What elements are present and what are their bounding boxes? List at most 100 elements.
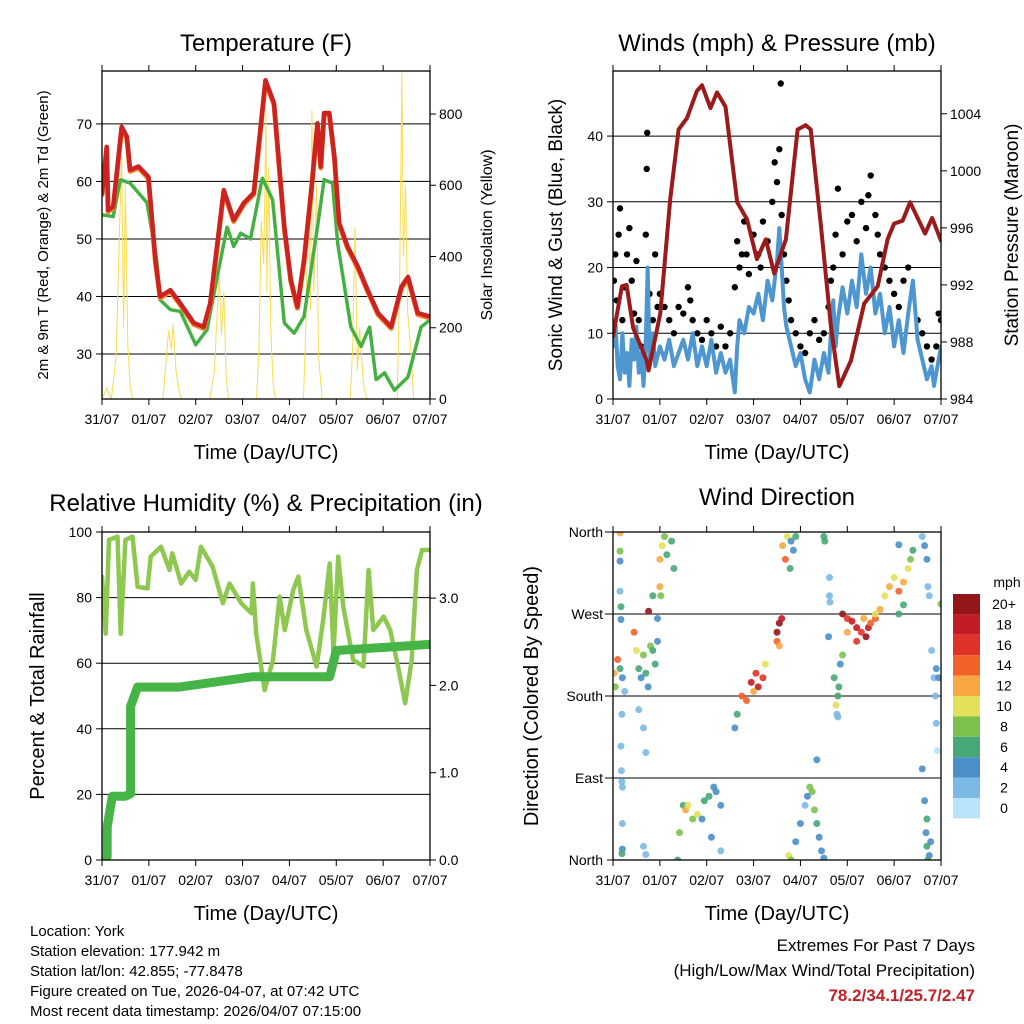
direction-point bbox=[922, 829, 930, 837]
direction-point bbox=[731, 724, 739, 732]
colorbar-label: 14 bbox=[996, 657, 1012, 673]
direction-point bbox=[813, 756, 821, 764]
x-tick-label: 31/07 bbox=[595, 411, 630, 427]
gust-point bbox=[890, 290, 898, 298]
direction-point bbox=[923, 815, 931, 823]
y-tick-label: 20 bbox=[76, 786, 92, 802]
direction-point bbox=[639, 651, 647, 659]
direction-point bbox=[775, 642, 783, 650]
colorbar-label: 4 bbox=[1000, 759, 1008, 775]
y-right-tick-label: 1004 bbox=[950, 106, 981, 122]
gust-point bbox=[651, 251, 659, 258]
direction-point bbox=[616, 532, 624, 537]
y-right-tick-label: 2.0 bbox=[439, 677, 459, 693]
y-right-tick-label: 984 bbox=[950, 391, 974, 407]
direction-point bbox=[630, 628, 638, 636]
direction-point bbox=[918, 765, 926, 773]
direction-point bbox=[657, 592, 665, 600]
direction-point bbox=[773, 628, 781, 636]
y-tick-label: South bbox=[566, 688, 603, 704]
x-tick-label: 03/07 bbox=[225, 872, 260, 888]
direction-point bbox=[825, 633, 833, 641]
x-tick-label: 06/07 bbox=[366, 872, 401, 888]
y-tick-label: 50 bbox=[76, 231, 92, 247]
colorbar-swatch bbox=[953, 757, 980, 778]
colorbar-label: 20+ bbox=[992, 596, 1016, 612]
gust-point bbox=[858, 198, 865, 206]
y-right-tick-label: 200 bbox=[439, 320, 463, 336]
direction-point bbox=[778, 615, 786, 623]
plot-area bbox=[613, 532, 941, 860]
gust-point bbox=[703, 316, 710, 324]
x-tick-label: 06/07 bbox=[366, 411, 401, 427]
colorbar-label: 12 bbox=[996, 678, 1012, 694]
direction-point bbox=[925, 592, 933, 600]
y-tick-label: 40 bbox=[76, 721, 92, 737]
direction-point bbox=[654, 637, 662, 645]
gust-point bbox=[733, 238, 741, 245]
direction-point bbox=[935, 674, 941, 682]
direction-point bbox=[810, 806, 818, 814]
direction-point bbox=[932, 665, 940, 673]
direction-point bbox=[904, 564, 912, 572]
direction-point bbox=[618, 820, 626, 828]
direction-point bbox=[738, 692, 746, 700]
gust-point bbox=[689, 316, 696, 324]
y-axis-label: Sonic Wind & Gust (Blue, Black) bbox=[546, 99, 567, 371]
direction-point bbox=[717, 847, 725, 855]
direction-point bbox=[642, 669, 650, 677]
direction-point bbox=[796, 820, 804, 828]
x-tick-label: 01/07 bbox=[131, 411, 166, 427]
direction-point bbox=[832, 701, 840, 709]
direction-point bbox=[674, 856, 682, 860]
direction-point bbox=[733, 710, 741, 718]
y-right-tick-label: 1.0 bbox=[439, 765, 459, 781]
direction-point bbox=[684, 801, 692, 809]
direction-point bbox=[676, 829, 684, 837]
y-tick-label: 70 bbox=[76, 116, 92, 132]
x-tick-label: 03/07 bbox=[225, 411, 260, 427]
direction-point bbox=[639, 724, 647, 732]
direction-point bbox=[921, 797, 929, 805]
solar-insolation-line bbox=[102, 72, 430, 399]
direction-point bbox=[890, 574, 898, 582]
gust-point bbox=[787, 316, 795, 324]
elevation-text: Station elevation: 177.942 m bbox=[30, 943, 221, 960]
direction-point bbox=[918, 533, 926, 541]
gust-point bbox=[757, 264, 764, 271]
gust-point bbox=[806, 330, 813, 337]
direction-point bbox=[717, 801, 725, 809]
direction-point bbox=[616, 557, 624, 565]
direction-point bbox=[618, 710, 626, 718]
latlon-text: Station lat/lon: 42.855; -77.8478 bbox=[30, 963, 243, 980]
gust-point bbox=[649, 316, 657, 324]
gust-point bbox=[923, 343, 931, 350]
gust-point bbox=[769, 198, 776, 206]
gust-point bbox=[722, 343, 729, 350]
gust-point bbox=[900, 277, 907, 284]
direction-point bbox=[927, 838, 935, 846]
direction-point bbox=[642, 748, 650, 756]
direction-point bbox=[933, 747, 941, 755]
colorbar-swatch bbox=[953, 594, 980, 615]
gust-point bbox=[613, 277, 618, 284]
y-tick-label: North bbox=[569, 852, 603, 868]
gust-point bbox=[666, 316, 673, 324]
y-tick-label: 20 bbox=[587, 260, 603, 276]
gust-point bbox=[642, 231, 649, 238]
direction-point bbox=[836, 660, 844, 668]
direction-point bbox=[613, 669, 618, 677]
direction-point bbox=[712, 788, 720, 796]
direction-point bbox=[792, 533, 800, 541]
location-text: Location: York bbox=[30, 923, 125, 940]
y-tick-label: 40 bbox=[76, 288, 92, 304]
gust-point bbox=[853, 238, 860, 245]
direction-point bbox=[937, 600, 941, 608]
gust-point bbox=[745, 270, 753, 278]
gust-point bbox=[684, 284, 692, 291]
direction-point bbox=[618, 778, 626, 786]
plot-frame bbox=[612, 531, 942, 861]
colorbar-swatch bbox=[953, 675, 980, 696]
direction-point bbox=[871, 610, 879, 618]
gust-point bbox=[708, 330, 715, 337]
